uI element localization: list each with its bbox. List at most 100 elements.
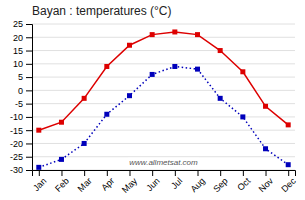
- point-marker: [286, 122, 291, 127]
- x-tick-label: Apr: [99, 176, 116, 193]
- series-line: [39, 32, 288, 130]
- grid-line: [32, 24, 295, 25]
- y-tick-label: 10: [13, 59, 23, 69]
- grid: [32, 24, 295, 170]
- x-tick-label: Aug: [189, 176, 207, 194]
- y-tick-label: -25: [10, 152, 23, 162]
- y-tick-label: -10: [10, 112, 23, 122]
- x-tick-mark: [243, 170, 244, 176]
- y-tick-mark: [26, 77, 32, 78]
- grid-line: [32, 63, 295, 64]
- point-marker: [59, 157, 64, 162]
- grid-line: [32, 143, 295, 144]
- x-tick-label: May: [120, 175, 139, 194]
- point-marker: [82, 96, 87, 101]
- y-tick-label: 0: [18, 86, 23, 96]
- x-tick-mark: [129, 170, 130, 176]
- y-tick: -5: [15, 99, 32, 109]
- y-tick-mark: [26, 64, 32, 65]
- x-tick-label: Feb: [53, 176, 71, 194]
- point-marker: [104, 64, 109, 69]
- y-tick: 5: [18, 72, 32, 82]
- y-axis: -30 -25 -20 -15 -10 -5 0 5 10 15 20 25: [10, 19, 33, 175]
- y-tick-mark: [26, 170, 32, 171]
- x-tick: Mar: [76, 170, 94, 194]
- y-tick-label: 25: [13, 19, 23, 29]
- chart: -30 -25 -20 -15 -10 -5 0 5 10 15 20 25 Jan Feb Mar AprM…: [0, 0, 305, 200]
- x-tick: Apr: [99, 170, 116, 193]
- point-marker: [195, 67, 200, 72]
- x-tick: May: [120, 170, 139, 195]
- x-tick-mark: [266, 170, 267, 176]
- x-tick-mark: [107, 170, 108, 176]
- x-tick-mark: [175, 170, 176, 176]
- x-tick-label: Nov: [257, 175, 276, 194]
- y-tick-mark: [26, 157, 32, 158]
- point-marker: [195, 32, 200, 37]
- y-tick-mark: [26, 37, 32, 38]
- point-marker: [240, 114, 245, 119]
- marks: [36, 29, 290, 169]
- point-marker: [218, 96, 223, 101]
- x-tick-label: Sep: [211, 176, 229, 194]
- y-tick-mark: [26, 24, 32, 25]
- y-tick-label: -20: [10, 139, 23, 149]
- x-tick-mark: [39, 170, 40, 176]
- grid-line: [32, 50, 295, 51]
- x-tick: Dec: [279, 170, 298, 194]
- point-marker: [59, 120, 64, 125]
- x-tick-label: Jul: [169, 176, 184, 191]
- annotation-text: www.allmetsat.com: [129, 158, 198, 167]
- y-tick-label: -30: [10, 165, 23, 175]
- y-tick: -10: [10, 112, 32, 122]
- y-axis-line: [26, 25, 33, 171]
- grid-line: [32, 37, 295, 38]
- x-tick-label: Jun: [144, 176, 161, 193]
- point-marker: [127, 43, 132, 48]
- x-tick-label: Dec: [279, 175, 298, 194]
- x-tick-mark: [61, 170, 62, 176]
- point-marker: [263, 104, 268, 109]
- x-tick-mark: [84, 170, 85, 176]
- y-tick: -20: [10, 139, 32, 149]
- y-tick: -15: [10, 126, 32, 136]
- y-tick-label: 15: [13, 46, 23, 56]
- point-marker: [36, 128, 41, 133]
- x-tick: Aug: [189, 170, 207, 194]
- x-axis: JanFebMarAprMayJunJulAugSepOctNovDec: [31, 170, 298, 195]
- x-axis-line: [33, 171, 296, 177]
- annotation-background: [128, 158, 199, 168]
- point-marker: [218, 48, 223, 53]
- grid-line: [32, 130, 295, 131]
- y-tick-label: -15: [10, 126, 23, 136]
- grid-line: [32, 103, 295, 104]
- y-tick-mark: [26, 143, 32, 144]
- y-tick-mark: [26, 130, 32, 131]
- y-tick: 20: [13, 33, 32, 43]
- grid-line: [32, 77, 295, 78]
- grid-line: [32, 116, 295, 117]
- x-tick-label: Jan: [31, 176, 48, 193]
- point-marker: [172, 29, 177, 34]
- y-tick-mark: [26, 117, 32, 118]
- title: Bayan : temperatures (°C): [32, 4, 172, 18]
- x-tick-mark: [198, 170, 199, 176]
- x-tick-label: Mar: [76, 176, 94, 194]
- point-marker: [127, 93, 132, 98]
- point-marker: [150, 72, 155, 77]
- y-tick-label: -5: [15, 99, 23, 109]
- series-line: [39, 66, 288, 167]
- x-tick: Jul: [169, 170, 184, 191]
- x-tick: Jan: [31, 170, 48, 193]
- y-tick: -25: [10, 152, 32, 162]
- x-tick-mark: [288, 170, 289, 176]
- y-tick: 15: [13, 46, 32, 56]
- point-marker: [263, 146, 268, 151]
- x-tick-mark: [152, 170, 153, 176]
- x-tick-mark: [220, 170, 221, 176]
- x-tick: Jun: [144, 170, 161, 193]
- point-marker: [286, 162, 291, 167]
- x-tick: Nov: [257, 170, 276, 194]
- y-tick-label: 5: [18, 72, 23, 82]
- y-tick-mark: [26, 104, 32, 105]
